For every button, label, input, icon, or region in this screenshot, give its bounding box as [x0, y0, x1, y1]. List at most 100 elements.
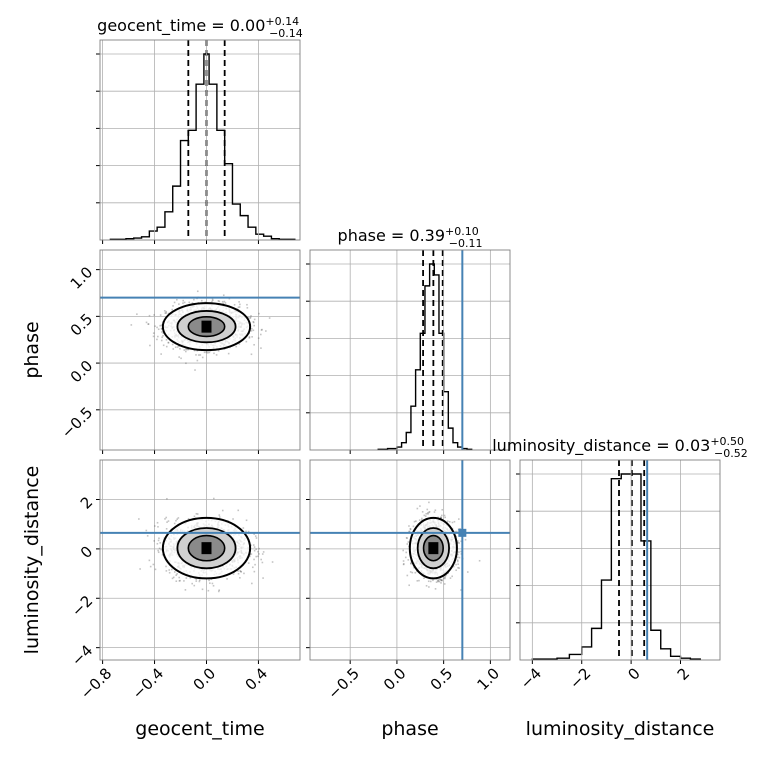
geocent-phase-sample-point [160, 328, 163, 330]
geocent-phase-sample-point [227, 352, 230, 355]
geocent-phase-sample-point [250, 330, 253, 332]
geocent-ld-sample-point [232, 518, 234, 520]
phase-hist-title: phase = 0.39+0.10 −0.11 [338, 225, 483, 250]
phase-axis-xtick-label: 1.0 [474, 664, 504, 694]
geocent-phase-sample-point [211, 299, 214, 302]
geocent-ld-sample-point [254, 535, 257, 537]
geocent-phase-sample-point [186, 348, 189, 351]
geocent-phase-sample-point [174, 346, 177, 349]
geocent-phase-sample-point [208, 351, 211, 354]
geocent-ld-sample-point [195, 512, 198, 515]
geocent-phase-sample-point [188, 301, 191, 304]
phase-ld-sample-point [444, 576, 446, 579]
phase-ld-sample-point [456, 540, 459, 542]
geocent-ld-sample-point [250, 553, 253, 555]
geocent-ld-sample-point [189, 576, 192, 579]
geocent-phase-sample-point [160, 327, 163, 330]
phase-ld-sample-point [458, 551, 460, 553]
phase-ld-sample-point [438, 578, 440, 581]
geocent-phase-sample-point [252, 321, 255, 324]
ld-axis-x-xtick-label: −4 [517, 664, 545, 692]
geocent-ld-sample-point [179, 579, 181, 582]
geocent-phase-sample-point [221, 300, 224, 303]
geocent-phase-sample-point [257, 337, 260, 339]
geocent-ld-sample-point [157, 525, 159, 528]
geocent-phase-sample-point [185, 362, 187, 365]
geocent-phase-sample-point [258, 312, 260, 315]
geocent-phase-sample-point [245, 340, 248, 343]
geocent-ld-sample-point [261, 553, 264, 555]
geocent-phase-sample-point [223, 300, 226, 303]
geocent-phase-sample-point [149, 344, 151, 347]
phase-ld-sample-point [457, 560, 459, 563]
geocent-time-hist-title-upper-error: +0.14 [265, 15, 299, 28]
geocent-ld-sample-point [156, 542, 159, 545]
phase-axis-ytick-label: −0.5 [58, 403, 96, 441]
phase-ld-sample-point [441, 579, 443, 582]
geocent-ld-sample-point [158, 547, 161, 550]
geocent-ld-sample-point [166, 521, 168, 523]
geocent-phase-sample-point [235, 345, 237, 348]
geocent-ld-sample-point [221, 509, 224, 512]
phase-ld-sample-point [441, 579, 443, 581]
geocent-phase-sample-point [164, 312, 167, 314]
phase-ld-sample-point [457, 541, 459, 544]
phase-ld-sample-point [411, 571, 414, 574]
geocent-phase-sample-point [157, 335, 159, 338]
phase-ld-sample-point [456, 559, 459, 562]
geocent-ld-sample-point [173, 571, 176, 573]
phase-ld-sample-point [427, 512, 429, 514]
phase-ld-sample-point [437, 580, 439, 583]
geocent-ld-sample-point [170, 568, 173, 571]
geocent-ld-sample-point [252, 544, 255, 546]
geocent-phase-sample-point [176, 346, 179, 348]
phase-ld-sample-point [426, 508, 429, 511]
geocent-phase-sample-point [178, 303, 180, 305]
geocent-ld-sample-point [207, 589, 210, 592]
geocent-phase-sample-point [165, 310, 167, 313]
phase-ld-sample-point [424, 515, 427, 517]
phase-ld-sample-point [432, 579, 434, 582]
phase-ld-sample-point [437, 580, 440, 582]
phase-ld-sample-point [440, 516, 442, 519]
phase-ld-sample-point [406, 574, 409, 577]
geocent-phase-sample-point [183, 349, 186, 351]
phase-axis-ytick-label: 1.0 [67, 263, 97, 293]
phase-ld-sample-point [436, 579, 439, 582]
phase-ld-sample-point [433, 511, 436, 513]
geocent-phase-sample-point [233, 303, 236, 306]
geocent-phase-sample-point [237, 306, 240, 309]
phase-ld-truth-marker [458, 528, 467, 537]
phase-ld-sample-point [440, 582, 442, 584]
geocent-phase-sample-point [205, 351, 208, 354]
phase-ld-sample-point [443, 583, 446, 585]
geocent-phase-sample-point [187, 348, 190, 351]
phase-ld-sample-point [458, 567, 460, 569]
phase-ld-sample-point [457, 566, 459, 569]
phase-ld-sample-point [428, 586, 430, 588]
phase-hist-title-upper-error: +0.10 [445, 225, 479, 238]
phase-ld-sample-point [408, 530, 410, 533]
phase-ld-sample-point [443, 514, 446, 517]
phase-ld-sample-point [421, 511, 424, 513]
geocent-phase-sample-point [194, 369, 196, 371]
geocent-ld-sample-point [196, 513, 199, 515]
geocent-time-hist-title-lower-error: −0.14 [269, 27, 303, 40]
geocent-ld-sample-point [243, 572, 245, 575]
geocent-ld-sample-point [217, 590, 220, 593]
geocent-phase-sample-point [156, 326, 158, 329]
phase-hist-histogram [377, 263, 473, 450]
geocent-phase-sample-point [260, 347, 262, 349]
geocent-ld-sample-point [240, 570, 243, 573]
geocent-ld-sample-point [158, 537, 160, 540]
y-axis-label-phase: phase [21, 321, 43, 378]
ld-hist-title-upper-error: +0.50 [710, 435, 744, 448]
geocent-ld-sample-point [157, 549, 159, 552]
phase-ld-sample-point [478, 559, 481, 562]
phase-ld-sample-point [464, 538, 467, 541]
geocent-phase-sample-point [261, 328, 263, 331]
geocent-ld-sample-point [257, 550, 259, 553]
geocent-phase-sample-point [165, 338, 168, 341]
phase-ld-sample-point [421, 519, 423, 521]
geocent-phase-sample-point [249, 317, 251, 319]
